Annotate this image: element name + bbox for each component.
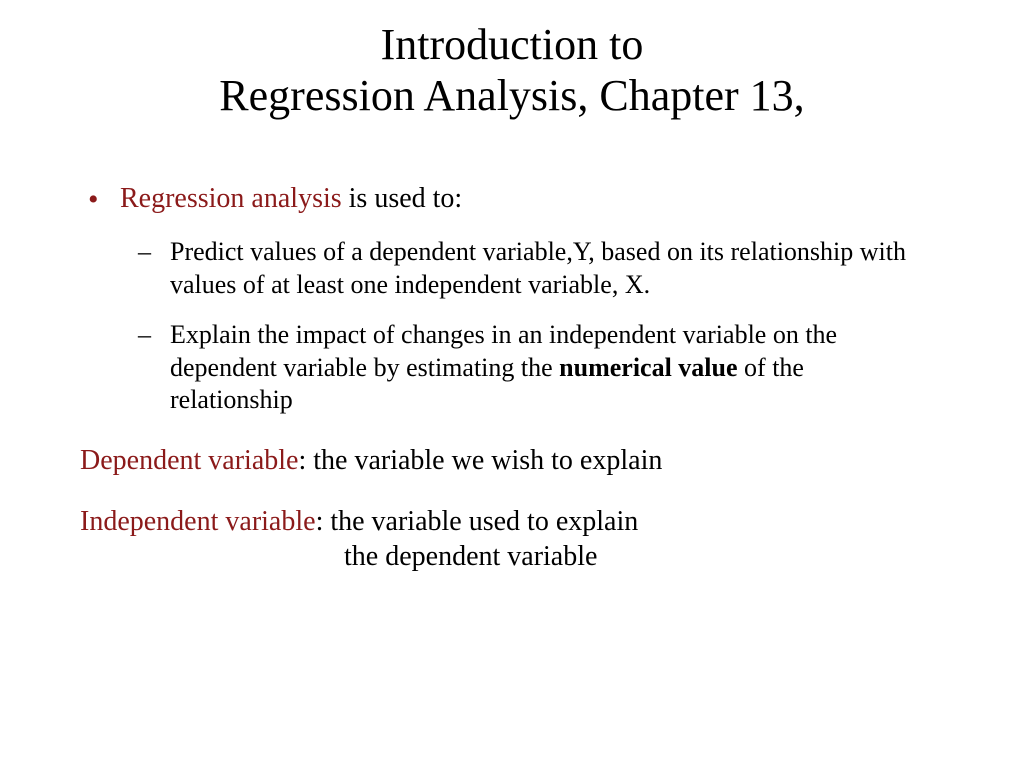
bullet-main-rest: is used to: — [342, 183, 463, 214]
def-dep-text: the variable we wish to explain — [313, 445, 662, 476]
def-dep-colon: : — [298, 445, 313, 476]
term-independent-variable: Independent variable — [80, 506, 316, 537]
definition-independent-cont: the dependent variable — [60, 539, 964, 574]
sub-bullet-2-bold: numerical value — [559, 353, 737, 382]
slide-title: Introduction to Regression Analysis, Cha… — [60, 20, 964, 121]
def-ind-cont-text: the dependent variable — [344, 541, 597, 572]
slide-body: Regression analysis is used to: Predict … — [60, 181, 964, 574]
term-regression-analysis: Regression analysis — [120, 183, 342, 214]
bullet-main: Regression analysis is used to: — [60, 181, 964, 216]
definition-dependent: Dependent variable: the variable we wish… — [60, 443, 964, 478]
def-ind-text: the variable used to explain — [330, 506, 638, 537]
def-ind-colon: : — [316, 506, 331, 537]
term-dependent-variable: Dependent variable — [80, 445, 298, 476]
title-line-1: Introduction to — [381, 20, 644, 69]
sub-bullet-2: Explain the impact of changes in an inde… — [60, 319, 964, 417]
definition-independent: Independent variable: the variable used … — [60, 504, 964, 539]
title-line-2: Regression Analysis, Chapter 13, — [219, 71, 804, 120]
sub-bullet-1: Predict values of a dependent variable,Y… — [60, 236, 964, 301]
sub-bullet-1-text: Predict values of a dependent variable,Y… — [170, 237, 906, 299]
